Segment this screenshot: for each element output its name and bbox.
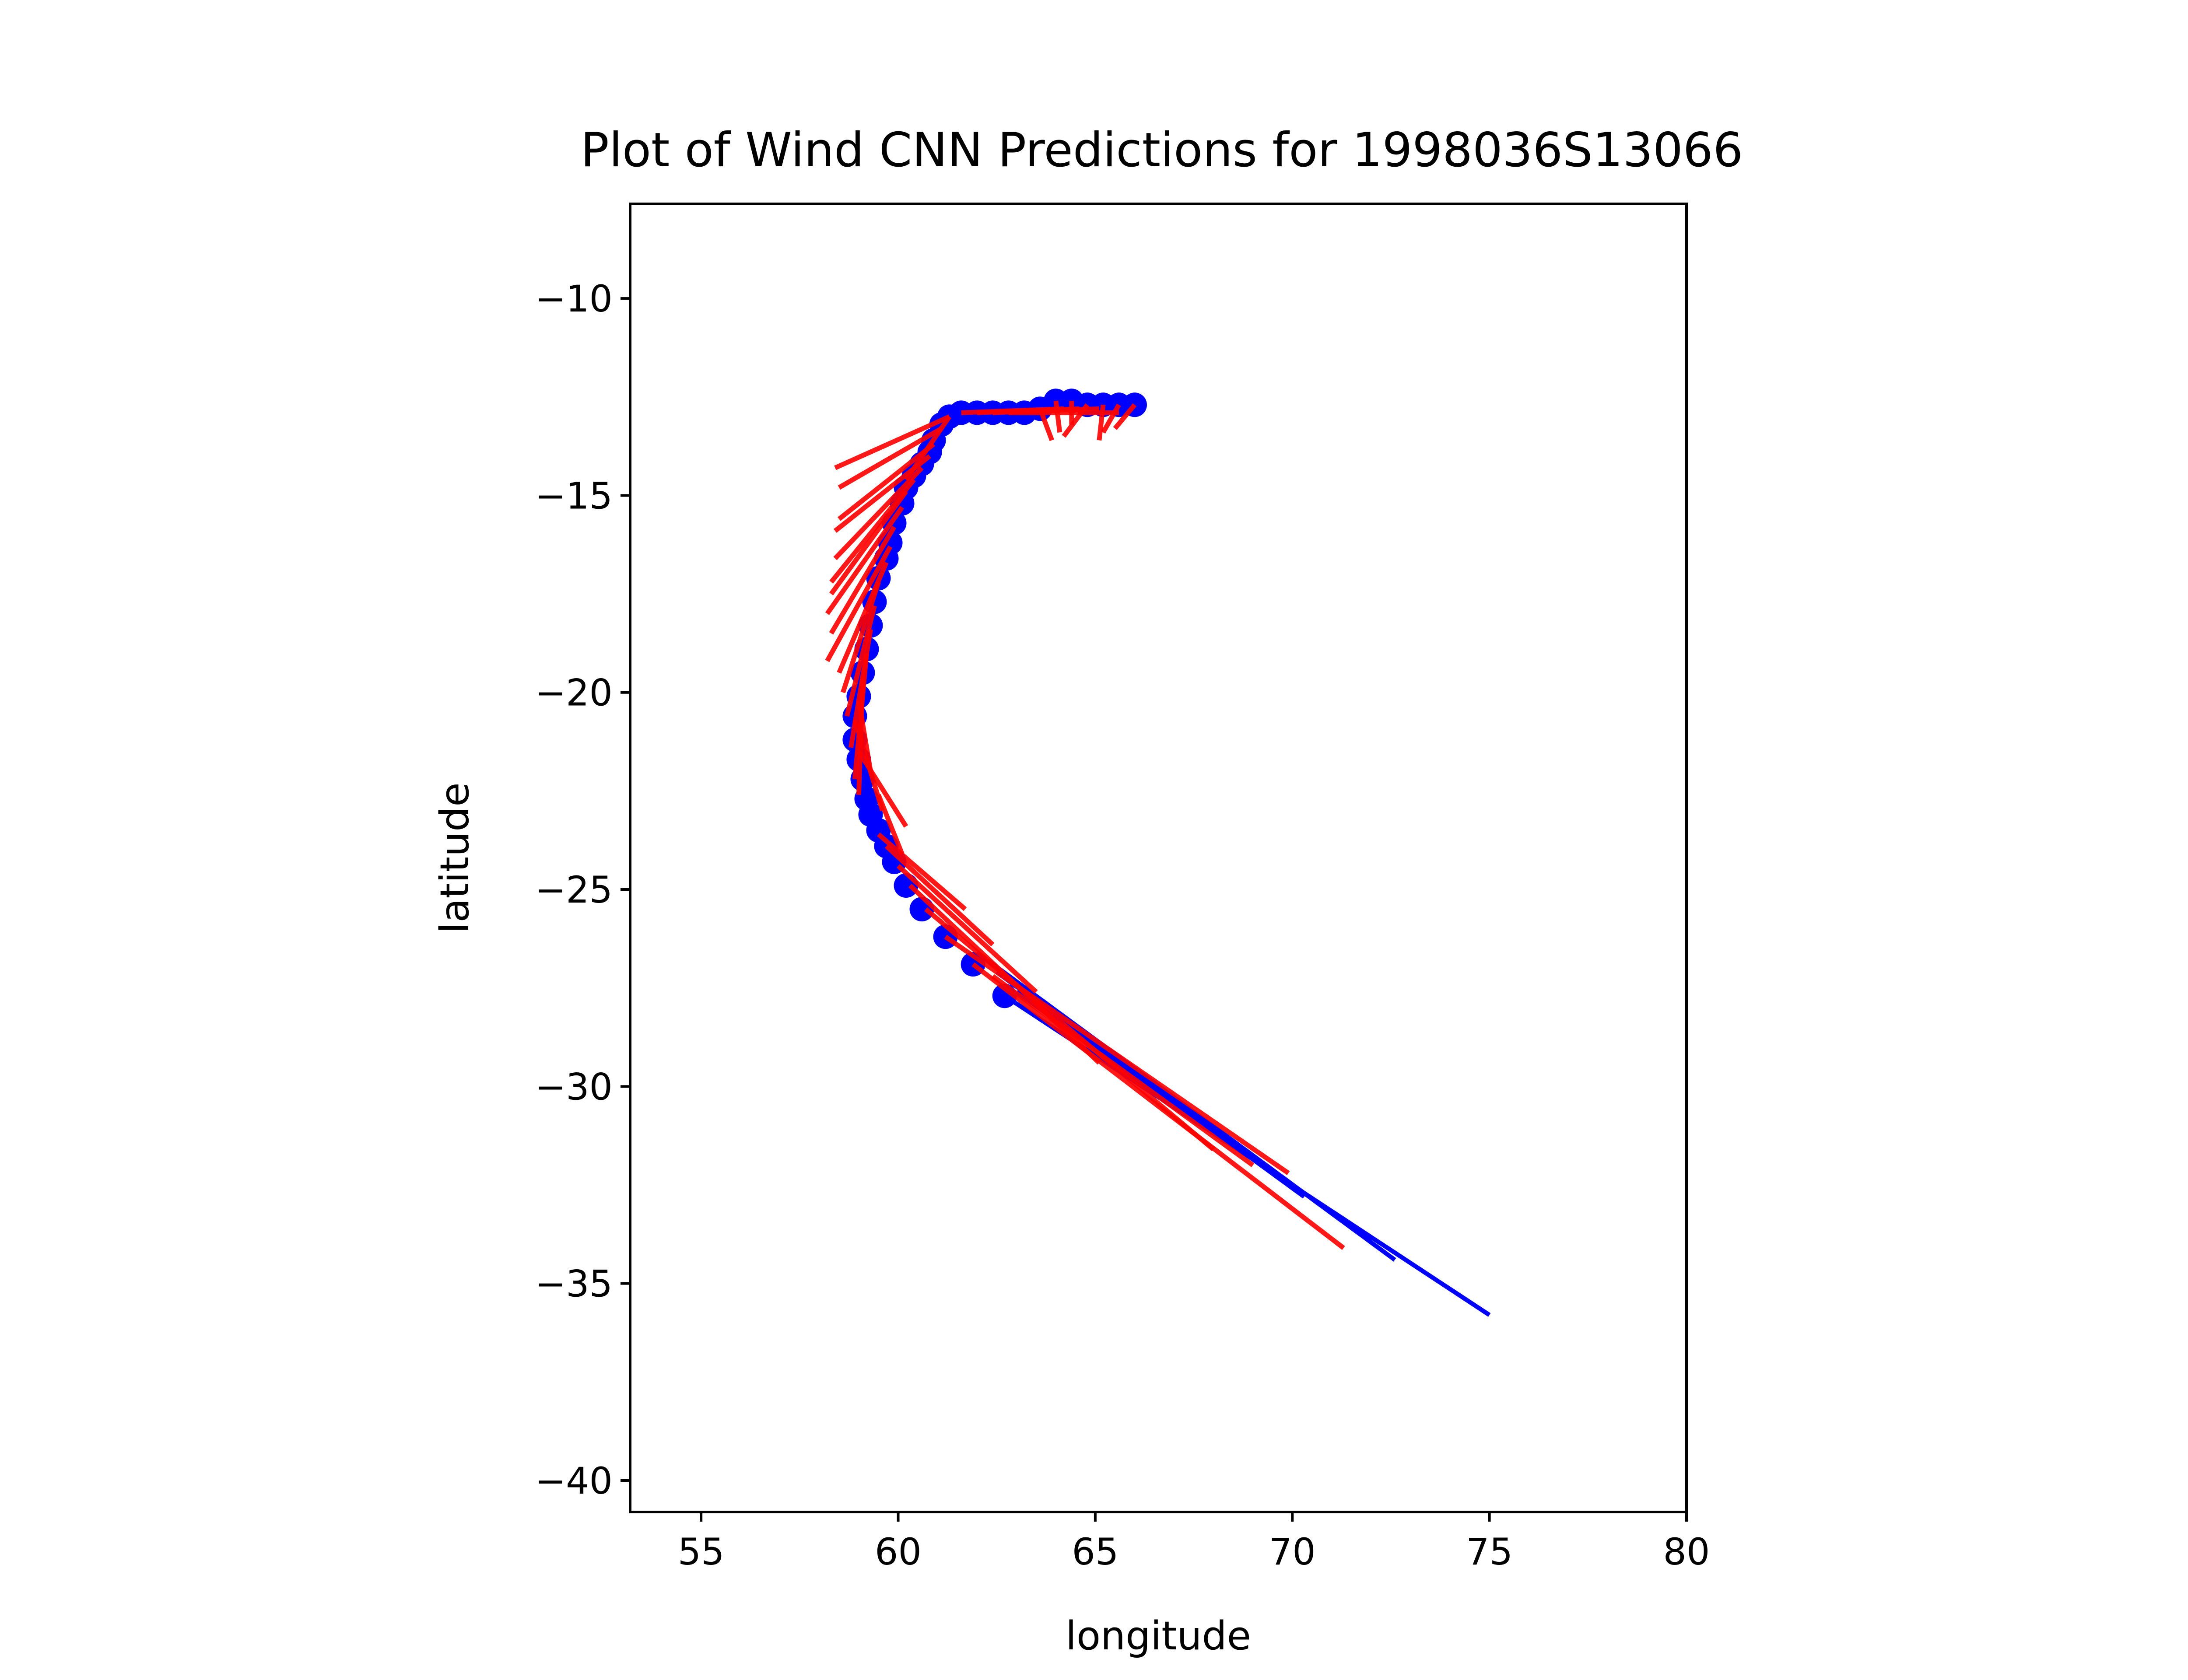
prediction-line xyxy=(838,426,943,490)
x-tick-label: 65 xyxy=(1072,1530,1119,1573)
prediction-line xyxy=(971,962,1345,1250)
prediction-line xyxy=(845,605,877,717)
prediction-line xyxy=(1101,403,1121,434)
y-tick-label: −30 xyxy=(535,1065,613,1108)
prediction-line xyxy=(834,414,950,470)
track-point xyxy=(909,897,934,922)
plot-area xyxy=(629,203,1688,1513)
prediction-line xyxy=(833,466,924,560)
track-point xyxy=(894,873,919,898)
x-tick-label: 70 xyxy=(1269,1530,1316,1573)
prediction-line xyxy=(991,974,1255,1167)
x-axis-label: longitude xyxy=(1066,1613,1251,1659)
y-tick-label: −35 xyxy=(535,1263,613,1306)
prediction-line xyxy=(944,934,1290,1176)
y-tick-label: −40 xyxy=(535,1460,613,1502)
prediction-line xyxy=(837,442,935,521)
prediction-line xyxy=(884,844,995,947)
y-tick-label: −25 xyxy=(535,868,613,911)
x-tick-label: 60 xyxy=(875,1530,922,1573)
prediction-line xyxy=(877,832,967,911)
plot-frame xyxy=(629,203,1688,1513)
prediction-line xyxy=(829,525,897,635)
prediction-line xyxy=(904,415,952,481)
y-tick-label: −20 xyxy=(535,672,613,714)
prediction-line xyxy=(837,561,889,674)
x-axis: 55 60 65 70 75 80 xyxy=(678,1512,1710,1573)
prediction-line xyxy=(825,545,893,662)
prediction-line xyxy=(1038,408,1054,441)
prediction-line xyxy=(896,864,1038,994)
y-axis-label: latitude xyxy=(432,782,478,933)
chart-title: Plot of Wind CNN Predictions for 1998036… xyxy=(581,123,1743,178)
x-tick-label: 55 xyxy=(678,1530,725,1573)
prediction-line xyxy=(1097,404,1106,441)
prediction-line xyxy=(829,490,908,595)
prediction-line xyxy=(1053,400,1062,433)
prediction-line xyxy=(825,506,905,615)
y-tick-label: −15 xyxy=(535,474,613,517)
prediction-line xyxy=(856,750,908,828)
y-tick-label: −10 xyxy=(535,277,613,320)
prediction-line xyxy=(876,794,905,855)
x-tick-label: 80 xyxy=(1663,1530,1710,1573)
prediction-line xyxy=(841,581,881,693)
prediction-line xyxy=(1062,403,1090,438)
track-line xyxy=(975,951,1396,1262)
plot-marks xyxy=(825,388,1491,1317)
y-axis: −10 −15 −20 −25 −30 −35 −40 xyxy=(535,277,630,1502)
x-tick-label: 75 xyxy=(1466,1530,1513,1573)
prediction-line xyxy=(1113,403,1137,430)
